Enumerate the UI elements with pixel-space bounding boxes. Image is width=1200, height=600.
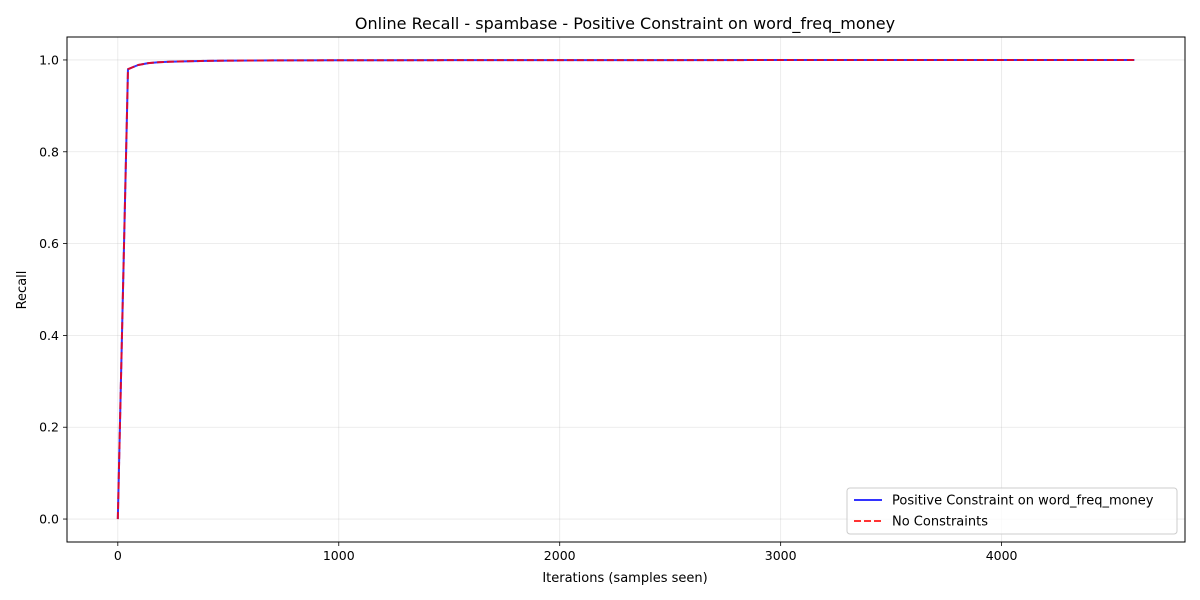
y-tick-label: 0.2	[39, 420, 59, 435]
chart-title: Online Recall - spambase - Positive Cons…	[355, 14, 895, 34]
plot-frame	[66, 36, 1186, 543]
legend-label: No Constraints	[892, 515, 988, 530]
y-tick-label: 0.0	[39, 512, 59, 527]
y-axis-label: Recall	[15, 271, 30, 310]
y-tick-label: 0.4	[39, 328, 59, 343]
x-axis-label: Iterations (samples seen)	[542, 571, 707, 586]
y-tick-label: 0.6	[39, 236, 59, 251]
x-tick-label: 4000	[986, 548, 1018, 563]
x-tick-label: 2000	[544, 548, 576, 563]
axis-ticks: 0 1000 2000 3000 4000 0.0 0.2 0.4 0.6 0.8 1.0	[39, 52, 1017, 563]
x-tick-label: 3000	[765, 548, 797, 563]
legend: Positive Constraint on word_freq_money No…	[846, 487, 1178, 535]
legend-label: Positive Constraint on word_freq_money	[892, 494, 1154, 509]
y-tick-label: 0.8	[39, 144, 59, 159]
series-line-no-constraints	[116, 59, 1135, 520]
grid	[67, 37, 1185, 542]
x-tick-label: 1000	[323, 548, 355, 563]
series-lines	[116, 59, 1135, 520]
x-tick-label: 0	[114, 548, 122, 563]
legend-box	[846, 487, 1178, 535]
y-tick-label: 1.0	[39, 52, 59, 67]
series-line-positive-constraint-on-word-freq-money	[116, 59, 1135, 520]
